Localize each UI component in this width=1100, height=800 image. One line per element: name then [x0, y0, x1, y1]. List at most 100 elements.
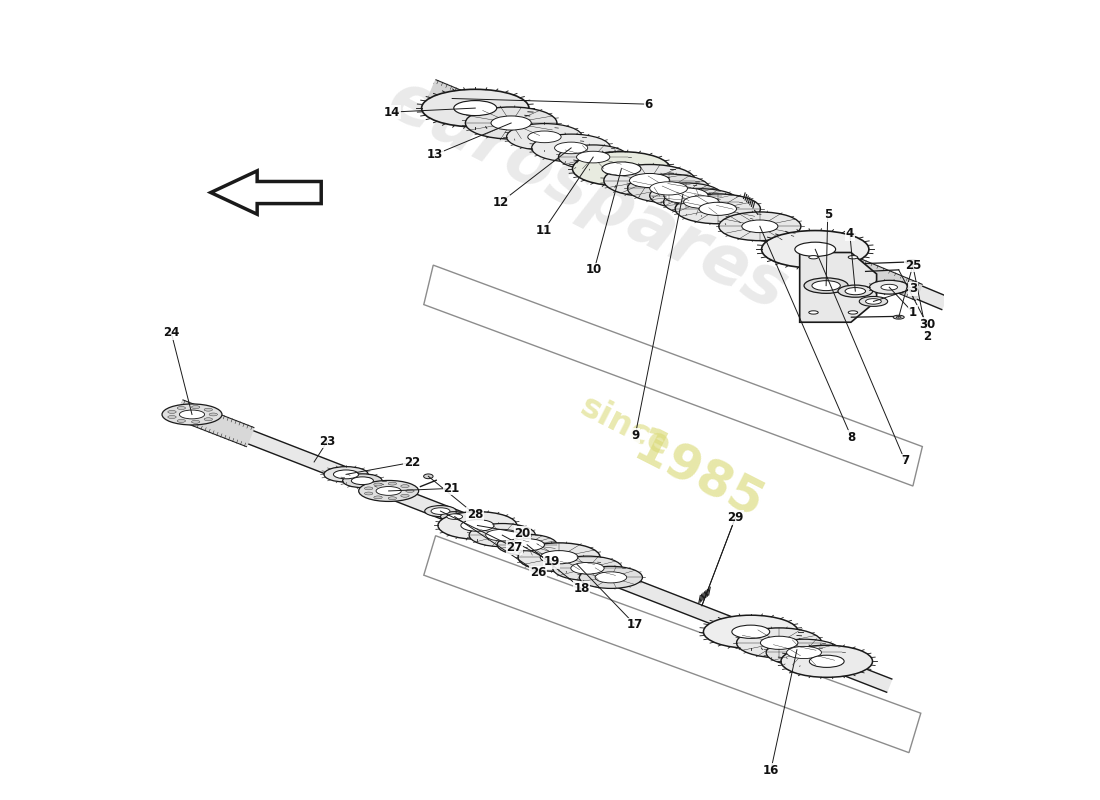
Ellipse shape [810, 655, 844, 667]
Ellipse shape [604, 165, 695, 197]
Text: 1985: 1985 [625, 424, 771, 530]
Text: 24: 24 [163, 326, 179, 339]
Ellipse shape [540, 550, 578, 564]
Ellipse shape [374, 483, 382, 486]
Polygon shape [177, 403, 892, 692]
Text: 30: 30 [918, 318, 935, 330]
Polygon shape [176, 400, 254, 446]
Text: 9: 9 [631, 429, 639, 442]
Ellipse shape [808, 310, 818, 314]
Ellipse shape [491, 116, 531, 130]
Text: 16: 16 [762, 763, 779, 777]
Ellipse shape [848, 310, 858, 314]
Ellipse shape [191, 420, 200, 423]
Text: 11: 11 [536, 224, 552, 237]
Ellipse shape [595, 572, 627, 583]
Ellipse shape [848, 255, 858, 259]
Ellipse shape [343, 474, 382, 488]
Ellipse shape [469, 523, 536, 546]
Ellipse shape [781, 646, 872, 678]
Text: 10: 10 [586, 263, 603, 276]
Ellipse shape [209, 413, 218, 416]
Ellipse shape [869, 280, 909, 294]
Ellipse shape [374, 496, 382, 499]
Text: 14: 14 [384, 106, 400, 118]
Ellipse shape [177, 419, 186, 422]
Polygon shape [800, 253, 877, 322]
Ellipse shape [650, 183, 723, 208]
Text: 8: 8 [847, 430, 856, 444]
Ellipse shape [675, 194, 760, 224]
Ellipse shape [786, 646, 822, 658]
Ellipse shape [804, 278, 848, 294]
Text: since: since [574, 390, 675, 464]
Text: 6: 6 [645, 98, 652, 110]
Text: 21: 21 [443, 482, 460, 495]
Text: 19: 19 [543, 555, 560, 568]
Ellipse shape [486, 530, 519, 541]
Text: 2: 2 [923, 330, 932, 342]
Ellipse shape [808, 255, 818, 259]
Ellipse shape [425, 506, 456, 517]
Ellipse shape [364, 492, 373, 495]
Ellipse shape [461, 520, 494, 531]
Text: 18: 18 [573, 582, 590, 595]
Ellipse shape [179, 410, 205, 419]
Polygon shape [424, 265, 923, 486]
Ellipse shape [440, 512, 469, 522]
Ellipse shape [351, 477, 373, 485]
Ellipse shape [905, 260, 918, 264]
Text: 22: 22 [404, 456, 420, 469]
Text: 20: 20 [515, 527, 530, 540]
Ellipse shape [509, 538, 544, 551]
Ellipse shape [664, 188, 708, 203]
Text: 7: 7 [901, 454, 909, 467]
Text: eurospares: eurospares [376, 66, 799, 325]
Ellipse shape [650, 182, 688, 195]
Polygon shape [428, 80, 580, 160]
Ellipse shape [893, 315, 904, 319]
Text: 3: 3 [909, 282, 917, 295]
Ellipse shape [205, 418, 212, 421]
Ellipse shape [838, 285, 872, 298]
Text: 23: 23 [319, 434, 336, 447]
Ellipse shape [795, 242, 836, 257]
Ellipse shape [845, 287, 866, 294]
Ellipse shape [700, 202, 737, 215]
Ellipse shape [205, 408, 212, 411]
Ellipse shape [866, 298, 881, 304]
Ellipse shape [576, 151, 609, 163]
Ellipse shape [376, 486, 402, 495]
Ellipse shape [177, 406, 186, 410]
Ellipse shape [531, 134, 610, 162]
Ellipse shape [447, 514, 463, 519]
Ellipse shape [400, 494, 409, 498]
Ellipse shape [732, 625, 770, 638]
Polygon shape [424, 536, 921, 753]
Ellipse shape [191, 406, 200, 409]
Ellipse shape [627, 174, 710, 202]
Text: 26: 26 [530, 566, 547, 579]
Ellipse shape [718, 212, 801, 241]
Ellipse shape [406, 490, 414, 493]
Ellipse shape [528, 131, 561, 142]
Ellipse shape [162, 404, 222, 425]
Ellipse shape [580, 566, 642, 589]
Ellipse shape [683, 196, 719, 208]
Ellipse shape [465, 107, 557, 139]
Ellipse shape [741, 220, 778, 233]
Ellipse shape [507, 123, 582, 150]
Ellipse shape [421, 90, 529, 127]
Text: 4: 4 [846, 227, 854, 240]
Ellipse shape [400, 485, 409, 488]
Ellipse shape [454, 101, 497, 115]
Ellipse shape [703, 615, 799, 648]
Ellipse shape [881, 284, 898, 290]
Text: 17: 17 [627, 618, 644, 631]
Ellipse shape [359, 481, 419, 502]
Ellipse shape [333, 470, 359, 478]
Ellipse shape [388, 482, 397, 485]
Text: 13: 13 [427, 148, 443, 161]
Ellipse shape [424, 474, 433, 478]
Ellipse shape [571, 562, 604, 574]
